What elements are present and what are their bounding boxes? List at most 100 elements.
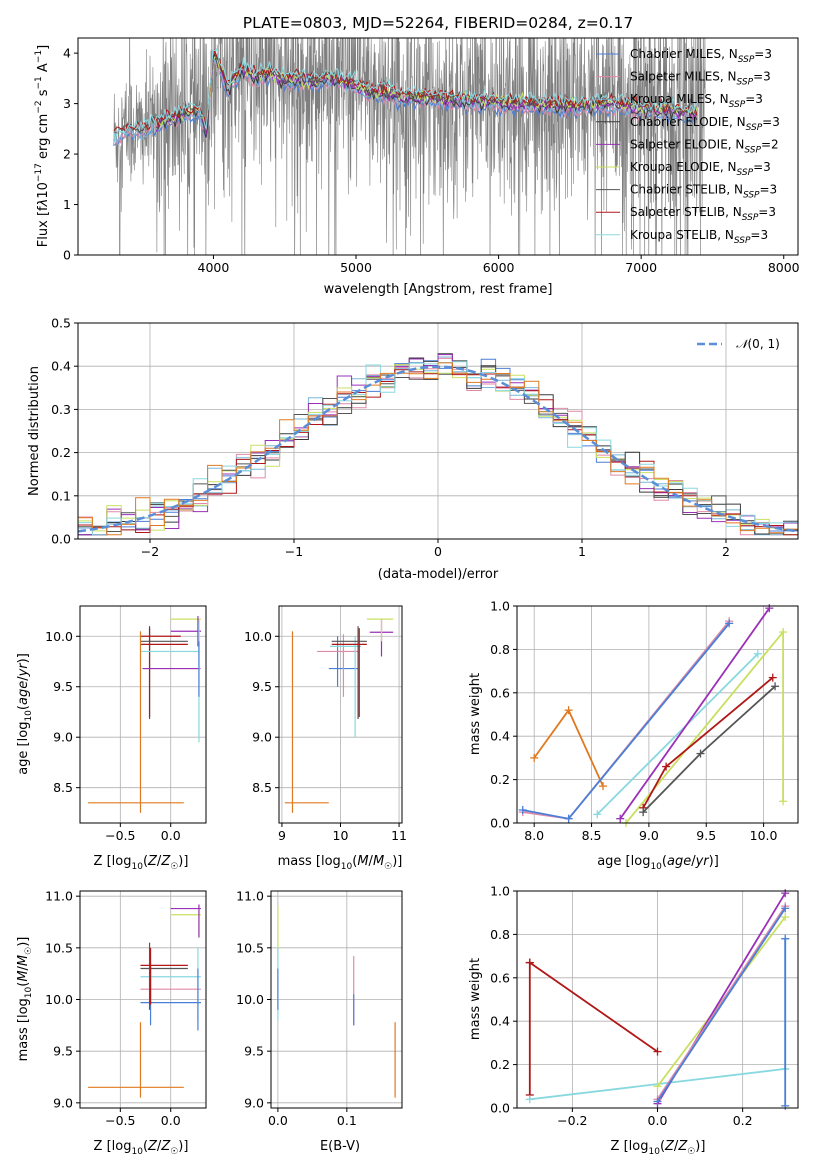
legend-label: Salpeter MILES, NSSP=3	[630, 70, 771, 88]
x-tick-label: −0.5	[105, 1113, 135, 1128]
x-tick-label: 1	[578, 544, 586, 559]
series-line	[596, 653, 759, 815]
y-tick-label: 10.5	[236, 940, 264, 955]
x-tick-label: −0.5	[105, 828, 135, 843]
ebv-x-label: E(B-V)	[320, 1139, 360, 1154]
y-tick-label: 0.8	[490, 927, 510, 942]
y-tick-label: 0.0	[490, 816, 510, 831]
x-tick-label: −0.2	[557, 1113, 587, 1128]
spectrum-panel: 4000 5000 6000 7000 8000 0 1 2 3 4 Chabrier MILES…	[34, 37, 800, 297]
legend-label: Chabrier STELIB, NSSP=3	[630, 183, 777, 201]
spectrum-legend: Chabrier MILES, NSSP=3 Salpeter MILES, NS…	[596, 47, 780, 246]
mass-y-label: mass [log10(M/M☉)]	[16, 937, 34, 1062]
y-tick-label: 0.4	[51, 359, 71, 374]
x-tick-label: 10.0	[750, 828, 778, 843]
massweight-vs-Z-panel: −0.2 0.0 0.2 0.0 0.2 0.4 0.6 0.8 1.0	[490, 884, 799, 1128]
x-tick-label: 9.5	[696, 828, 716, 843]
y-tick-label: 0.3	[51, 402, 71, 417]
series-lines	[525, 889, 790, 1110]
y-tick-label: 0	[63, 248, 71, 263]
x-tick-label: 11	[391, 828, 407, 843]
residual-panel: −2 −1 0 1 2 0.0 0.1 0.2 0.3 0.4 0.5 𝒩(0, 1) (data-…	[27, 316, 799, 582]
x-tick-label: 0.0	[648, 1113, 668, 1128]
series-line	[656, 905, 786, 1100]
series-line	[522, 620, 730, 820]
y-tick-label: 9.5	[53, 1044, 73, 1059]
y-tick-label: 9.5	[53, 679, 73, 694]
age-vs-Z-panel: −0.5 0.0 8.5 9.0 9.5 10.0	[45, 605, 207, 843]
residual-legend: 𝒩(0, 1)	[697, 337, 780, 351]
y-tick-label: 0.8	[490, 642, 510, 657]
y-tick-label: 0.6	[490, 970, 510, 985]
y-tick-label: 3	[63, 96, 71, 111]
spectrum-y-label: Flux [fλ10−17 erg cm−2 s−1 A−1]	[34, 45, 51, 247]
x-tick-label: 9.0	[639, 828, 659, 843]
x-tick-label: −1	[285, 544, 303, 559]
y-tick-label: 0.6	[490, 685, 510, 700]
y-tick-label: 0.4	[490, 729, 510, 744]
x-tick-label: 4000	[198, 260, 230, 275]
age-y-label: age [log10(age/yr)]	[16, 653, 34, 775]
y-tick-label: 10.0	[244, 629, 272, 644]
y-tick-label: 10.0	[236, 992, 264, 1007]
y-tick-label: 10.0	[45, 992, 73, 1007]
y-tick-label: 11.0	[45, 889, 73, 904]
y-tick-label: 1.0	[490, 884, 510, 899]
legend-label: Kroupa STELIB, NSSP=3	[630, 228, 768, 246]
y-tick-label: 9.0	[252, 730, 272, 745]
residual-legend-label: 𝒩(0, 1)	[736, 337, 780, 351]
spectrum-ticks: 4000 5000 6000 7000 8000 0 1 2 3 4	[63, 46, 800, 275]
residual-x-label: (data-model)/error	[378, 567, 499, 582]
x-tick-label: 0.0	[161, 828, 181, 843]
mass-vs-Z-panel: −0.5 0.0 9.0 9.5 10.0 10.5 11.0	[45, 889, 207, 1128]
x-tick-label: 5000	[340, 260, 372, 275]
y-tick-label: 8.5	[53, 780, 73, 795]
gaussian-curve	[77, 365, 799, 533]
age-vs-mass-panel: 9 10 11 8.5 9.0 9.5 10.0	[244, 605, 407, 843]
mass-vs-ebv-panel: 0.0 0.1 9.0 9.5 10.0 10.5 11.0	[236, 889, 403, 1128]
residual-ticks: −2 −1 0 1 2 0.0 0.1 0.2 0.3 0.4 0.5	[51, 316, 799, 559]
x-tick-label: 0.0	[268, 1113, 288, 1128]
spectrum-data-lines	[113, 38, 706, 255]
y-tick-label: 9.0	[244, 1095, 264, 1110]
legend-label: Kroupa MILES, NSSP=3	[630, 92, 763, 110]
y-tick-label: 9.0	[53, 1095, 73, 1110]
y-tick-label: 0.0	[51, 532, 71, 547]
x-tick-label: 8.0	[524, 828, 544, 843]
x-tick-label: 8000	[768, 260, 800, 275]
legend-label: Chabrier MILES, NSSP=3	[630, 47, 772, 65]
x-tick-label: 0.2	[733, 1113, 753, 1128]
mw-age-y-label: mass weight	[468, 673, 483, 755]
series-line	[533, 708, 604, 787]
x-tick-label: 10	[333, 828, 349, 843]
legend-label: Kroupa ELODIE, NSSP=3	[630, 160, 771, 178]
x-tick-label: −2	[141, 544, 159, 559]
mw-Z-x-label: Z [log10(Z/Z☉)]	[611, 1139, 706, 1157]
y-tick-label: 0.0	[490, 1101, 510, 1116]
massweight-vs-age-panel: 8.0 8.5 9.0 9.5 10.0 0.0 0.2 0.4 0.6 0.8 1.0	[490, 599, 799, 843]
x-tick-label: 8.5	[582, 828, 602, 843]
y-tick-label: 1	[63, 197, 71, 212]
series-line	[528, 960, 659, 1095]
legend-label: Salpeter STELIB, NSSP=3	[630, 205, 776, 223]
age-mass-x-label: mass [log10(M/M☉)]	[278, 854, 403, 872]
x-tick-label: 0.0	[161, 1113, 181, 1128]
spectrum-axes-frame	[77, 37, 799, 256]
series-line	[625, 629, 784, 824]
x-tick-label: 6000	[483, 260, 515, 275]
age-Z-x-label: Z [log10(Z/Z☉)]	[94, 854, 189, 872]
axes-frame	[516, 605, 799, 824]
series-line	[642, 676, 774, 809]
y-tick-label: 10.0	[45, 629, 73, 644]
y-tick-label: 9.0	[53, 730, 73, 745]
mass-Z-x-label: Z [log10(Z/Z☉)]	[94, 1139, 189, 1157]
y-tick-label: 0.2	[490, 772, 510, 787]
y-tick-label: 2	[63, 147, 71, 162]
series-line	[656, 907, 786, 1102]
error-bars	[88, 904, 201, 1098]
y-tick-label: 4	[63, 46, 71, 61]
y-tick-label: 0.2	[51, 445, 71, 460]
y-tick-label: 8.5	[252, 780, 272, 795]
error-bars	[88, 616, 201, 813]
